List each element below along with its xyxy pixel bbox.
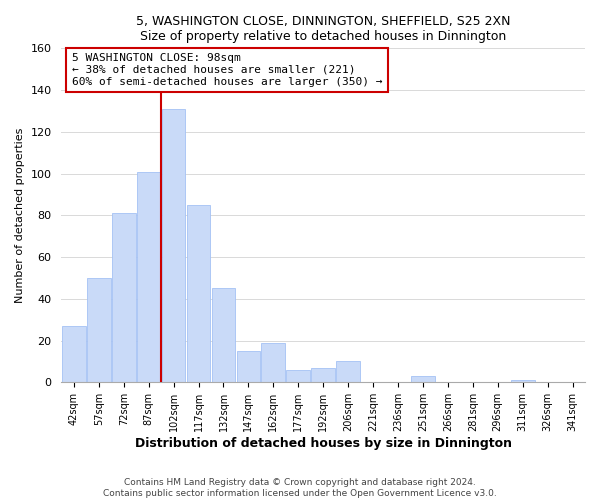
Bar: [62, 326, 86, 382]
X-axis label: Distribution of detached houses by size in Dinnington: Distribution of detached houses by size …: [135, 437, 512, 450]
Y-axis label: Number of detached properties: Number of detached properties: [15, 128, 25, 303]
Bar: [137, 172, 161, 382]
Bar: [262, 342, 285, 382]
Bar: [112, 214, 136, 382]
Bar: [511, 380, 535, 382]
Text: Contains HM Land Registry data © Crown copyright and database right 2024.
Contai: Contains HM Land Registry data © Crown c…: [103, 478, 497, 498]
Bar: [162, 109, 185, 382]
Title: 5, WASHINGTON CLOSE, DINNINGTON, SHEFFIELD, S25 2XN
Size of property relative to: 5, WASHINGTON CLOSE, DINNINGTON, SHEFFIE…: [136, 15, 511, 43]
Bar: [187, 205, 211, 382]
Bar: [236, 351, 260, 382]
Bar: [336, 362, 360, 382]
Bar: [411, 376, 435, 382]
Bar: [212, 288, 235, 382]
Bar: [311, 368, 335, 382]
Bar: [87, 278, 110, 382]
Bar: [286, 370, 310, 382]
Text: 5 WASHINGTON CLOSE: 98sqm
← 38% of detached houses are smaller (221)
60% of semi: 5 WASHINGTON CLOSE: 98sqm ← 38% of detac…: [72, 54, 382, 86]
